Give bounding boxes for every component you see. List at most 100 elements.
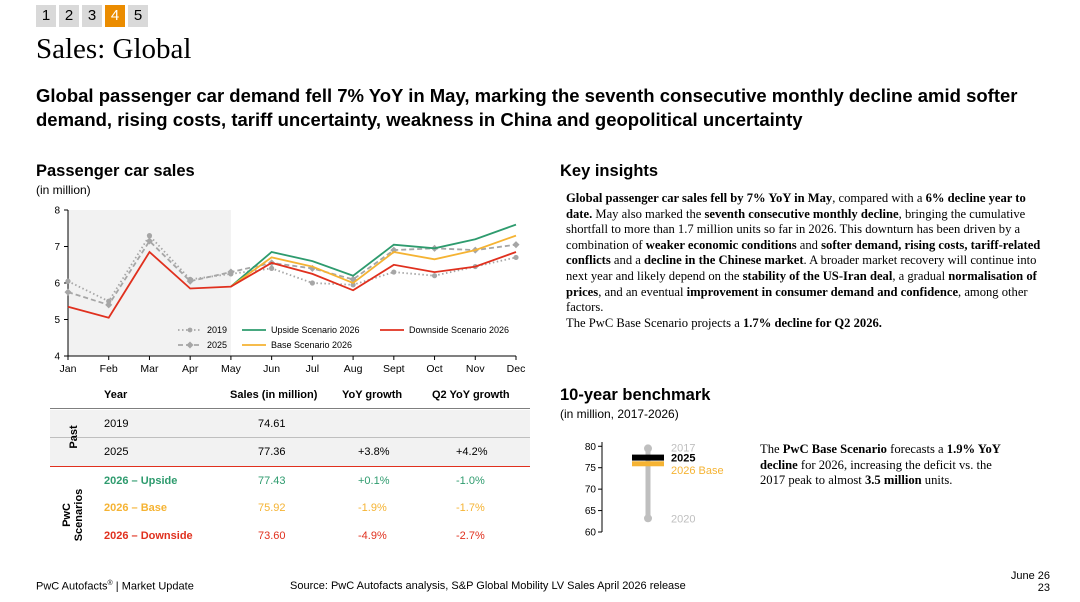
- text-run: normalisation of prices: [566, 268, 1037, 299]
- pager-item-3[interactable]: 3: [82, 5, 102, 27]
- cell-year: 2026 – Upside: [104, 475, 178, 487]
- text-run: Global passenger car sales fell by 7% Yo…: [566, 191, 833, 205]
- text-run: 1.7% decline for Q2 2026.: [742, 315, 882, 330]
- pager-item-5[interactable]: 5: [128, 5, 148, 27]
- series-point: [269, 265, 275, 271]
- series-point: [350, 282, 356, 288]
- x-tick-label: Jul: [306, 363, 319, 375]
- text-run: The PwC Base Scenario projects a: [566, 315, 743, 330]
- sales-section-title: Passenger car sales: [36, 162, 195, 180]
- benchmark-label: 2025: [671, 453, 695, 465]
- x-tick-label: Apr: [182, 363, 199, 375]
- legend-label: Upside Scenario 2026: [271, 325, 360, 335]
- x-tick-label: Feb: [100, 363, 118, 375]
- benchmark-subtitle: (in million, 2017-2026): [560, 407, 679, 421]
- cell-q2: +4.2%: [456, 446, 488, 458]
- benchmark-y-tick-label: 65: [585, 506, 597, 517]
- benchmark-title: 10-year benchmark: [560, 386, 711, 404]
- series-point: [513, 254, 519, 261]
- table-divider: [50, 408, 530, 409]
- text-run: softer demand, rising costs, tariff-rela…: [566, 237, 1041, 268]
- insights-text: Global passenger car sales fell by 7% Yo…: [566, 191, 1046, 331]
- headline: Global passenger car demand fell 7% YoY …: [36, 85, 1018, 130]
- x-tick-label: May: [221, 363, 242, 375]
- series-point: [105, 301, 113, 309]
- benchmark-label: 2026 Base: [671, 465, 724, 477]
- benchmark-y-tick-label: 70: [585, 485, 597, 496]
- footer-brand-mark: ®: [107, 580, 113, 587]
- text-run: improvement in consumer demand and confi…: [686, 284, 959, 299]
- text-run: and: [796, 237, 822, 252]
- footer-brand-rest: | Market Update: [112, 580, 194, 593]
- footer-source: Source: PwC Autofacts analysis, S&P Glob…: [290, 580, 686, 592]
- text-run: decline in the Chinese market: [644, 253, 804, 268]
- table-header-yoy: YoY growth: [342, 389, 403, 401]
- text-run: The: [760, 442, 783, 456]
- x-tick-label: Oct: [426, 363, 442, 375]
- pager-item-4[interactable]: 4: [105, 5, 125, 27]
- series-point: [431, 273, 438, 279]
- series-point: [146, 232, 153, 239]
- benchmark-point-2020: [644, 514, 652, 523]
- text-run: seventh consecutive monthly decline: [704, 206, 899, 221]
- series-point: [512, 241, 520, 249]
- legend-label: 2025: [207, 340, 227, 350]
- legend-label: 2019: [207, 325, 227, 335]
- benchmark-point-2017: [644, 444, 652, 453]
- benchmark-y-tick-label: 75: [585, 463, 597, 474]
- cell-sales: 74.61: [258, 418, 286, 430]
- insights-paragraph-2: The PwC Base Scenario projects a 1.7% de…: [566, 316, 1046, 332]
- cell-sales: 75.92: [258, 502, 286, 514]
- benchmark-text: The PwC Base Scenario forecasts a 1.9% Y…: [760, 442, 1020, 489]
- text-run: for 2026, increasing the deficit vs. the…: [760, 457, 992, 488]
- benchmark-y-tick-label: 60: [585, 528, 597, 539]
- footer-date: June 26 23: [1011, 570, 1050, 594]
- page-title: Sales: Global: [36, 33, 192, 65]
- pager-item-1[interactable]: 1: [36, 5, 56, 27]
- benchmark-marker-2026-base: [632, 461, 664, 467]
- cell-year: 2026 – Base: [104, 502, 167, 514]
- table-header-year: Year: [104, 389, 128, 401]
- series-point: [391, 269, 397, 275]
- series-point: [65, 278, 71, 284]
- table-group-past: Past: [68, 425, 80, 449]
- footer-page-number: 23: [1037, 582, 1050, 594]
- sales-section-subtitle: (in million): [36, 183, 91, 197]
- text-run: and a: [610, 253, 644, 268]
- series-line-base-scenario-2026: [230, 234, 517, 288]
- x-tick-label: Dec: [507, 363, 526, 375]
- cell-sales: 77.43: [258, 475, 286, 487]
- footer-brand-name: PwC Autofacts: [36, 580, 108, 593]
- insights-paragraph-1: Global passenger car sales fell by 7% Yo…: [566, 191, 1046, 316]
- series-line-downside-scenario-2026: [67, 250, 517, 319]
- series-point: [186, 277, 194, 285]
- series-point: [64, 288, 72, 296]
- legend-label: Downside Scenario 2026: [409, 325, 509, 335]
- table-header-q2: Q2 YoY growth: [432, 389, 510, 401]
- text-run: , compared with a: [832, 191, 926, 205]
- text-run: 3.5 million: [864, 473, 922, 488]
- series-point: [145, 237, 153, 245]
- footer-date-text: June 26: [1010, 570, 1050, 582]
- footer-brand: PwC Autofacts® | Market Update: [36, 580, 194, 593]
- cell-q2: -2.7%: [456, 530, 485, 542]
- passenger-car-sales-chart: 4 5 6 7 8 Jan Feb Mar Apr May Jun Jul Aug Sept Oct Nov D…: [54, 206, 526, 376]
- series-point: [227, 268, 235, 276]
- legend-marker: [186, 341, 194, 349]
- benchmark-y-tick-label: 80: [585, 442, 597, 453]
- cell-year: 2025: [104, 446, 129, 458]
- text-run: , a gradual: [892, 268, 949, 283]
- series-line-2025: [67, 239, 517, 306]
- x-tick-label: Mar: [140, 363, 159, 375]
- insights-title: Key insights: [560, 162, 659, 180]
- pager-item-2[interactable]: 2: [59, 5, 79, 27]
- table-header-sales: Sales (in million): [230, 389, 318, 401]
- text-run: , and an eventual: [598, 284, 687, 299]
- benchmark-label: 2017: [671, 442, 695, 454]
- table-past-band: [50, 410, 530, 466]
- text-run: units.: [921, 473, 953, 488]
- x-tick-label: Jun: [263, 363, 280, 375]
- cell-q2: -1.0%: [456, 475, 485, 487]
- series-line-upside-scenario-2026: [230, 223, 517, 288]
